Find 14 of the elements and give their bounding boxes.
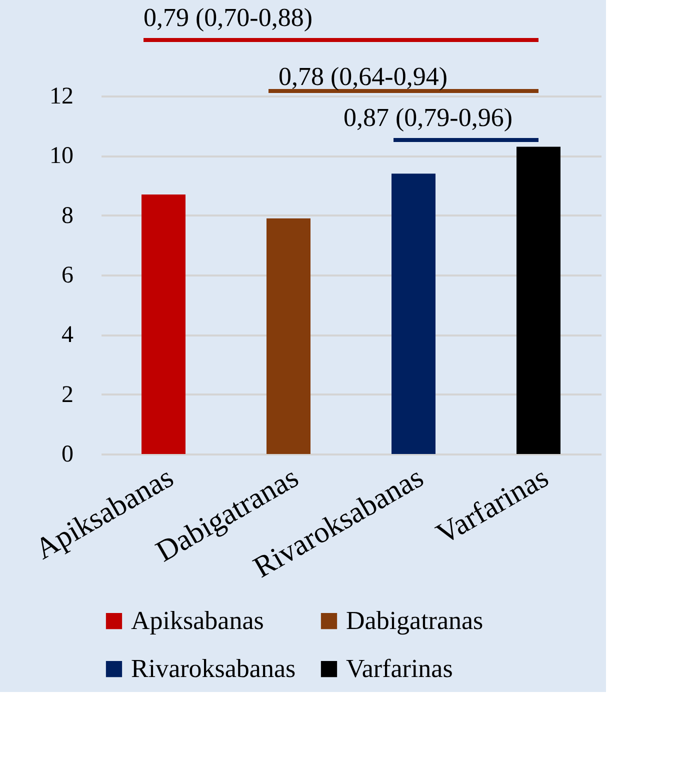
annotation: 0,87 (0,79-0,96) [344, 103, 512, 132]
y-tick-label: 0 [62, 442, 74, 468]
y-tick-label: 8 [62, 202, 74, 229]
legend-label: Dabigatranas [346, 606, 484, 635]
legend-label: Apiksabanas [131, 606, 264, 635]
y-tick-label: 4 [62, 322, 74, 348]
text: 0,78 (0,64-0,94) [278, 62, 448, 91]
legend-label: Rivaroksabanas [131, 654, 296, 683]
y-tick-label: 10 [50, 143, 74, 170]
legend-label: Varfarinas [346, 654, 453, 683]
y-tick-label: 2 [62, 382, 74, 408]
y-tick-label: 12 [50, 84, 74, 110]
y-tick-label: 6 [62, 262, 74, 288]
text: 0,79 (0,70-0,88) [144, 3, 312, 32]
